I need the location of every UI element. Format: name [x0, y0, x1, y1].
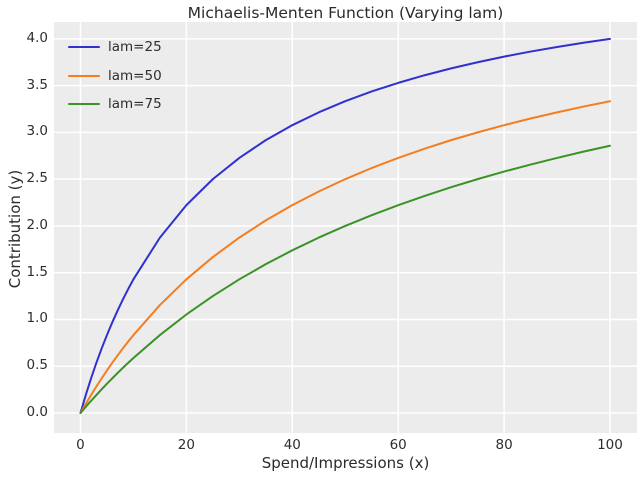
- series-line-lam=75: [79, 144, 611, 414]
- legend-label: lam=25: [108, 39, 162, 56]
- x-tick-label: 60: [389, 437, 407, 453]
- legend-item: lam=50: [68, 62, 162, 91]
- y-tick-label: 4.0: [26, 29, 48, 46]
- series-line-lam=25: [79, 37, 611, 414]
- x-axis-label: Spend/Impressions (x): [261, 454, 430, 472]
- x-tick-label: 0: [76, 437, 85, 453]
- plot-area: [54, 22, 637, 433]
- series-line-lam=50: [79, 100, 611, 414]
- x-tick-label: 20: [177, 437, 195, 453]
- x-tick-label: 40: [283, 437, 301, 453]
- x-tick-label: 80: [495, 437, 513, 453]
- y-tick-label: 3.0: [26, 123, 48, 140]
- y-tick-label: 1.5: [26, 263, 48, 280]
- y-tick-label: 3.5: [26, 76, 48, 93]
- y-tick-label: 0.5: [26, 357, 48, 374]
- legend-line-swatch: [68, 74, 100, 77]
- legend-line-swatch: [68, 103, 100, 106]
- legend-line-swatch: [68, 46, 100, 49]
- y-tick-label: 1.0: [26, 310, 48, 327]
- legend: lam=25 lam=50 lam=75: [68, 33, 162, 119]
- x-tick-label: 100: [597, 437, 623, 453]
- legend-item: lam=25: [68, 33, 162, 62]
- y-tick-label: 2.5: [26, 170, 48, 187]
- y-tick-label: 0.0: [26, 403, 48, 420]
- y-tick-label: 2.0: [26, 216, 48, 233]
- legend-label: lam=50: [108, 67, 162, 84]
- legend-label: lam=75: [108, 96, 162, 113]
- chart-title: Michaelis-Menten Function (Varying lam): [187, 4, 504, 22]
- legend-item: lam=75: [68, 90, 162, 119]
